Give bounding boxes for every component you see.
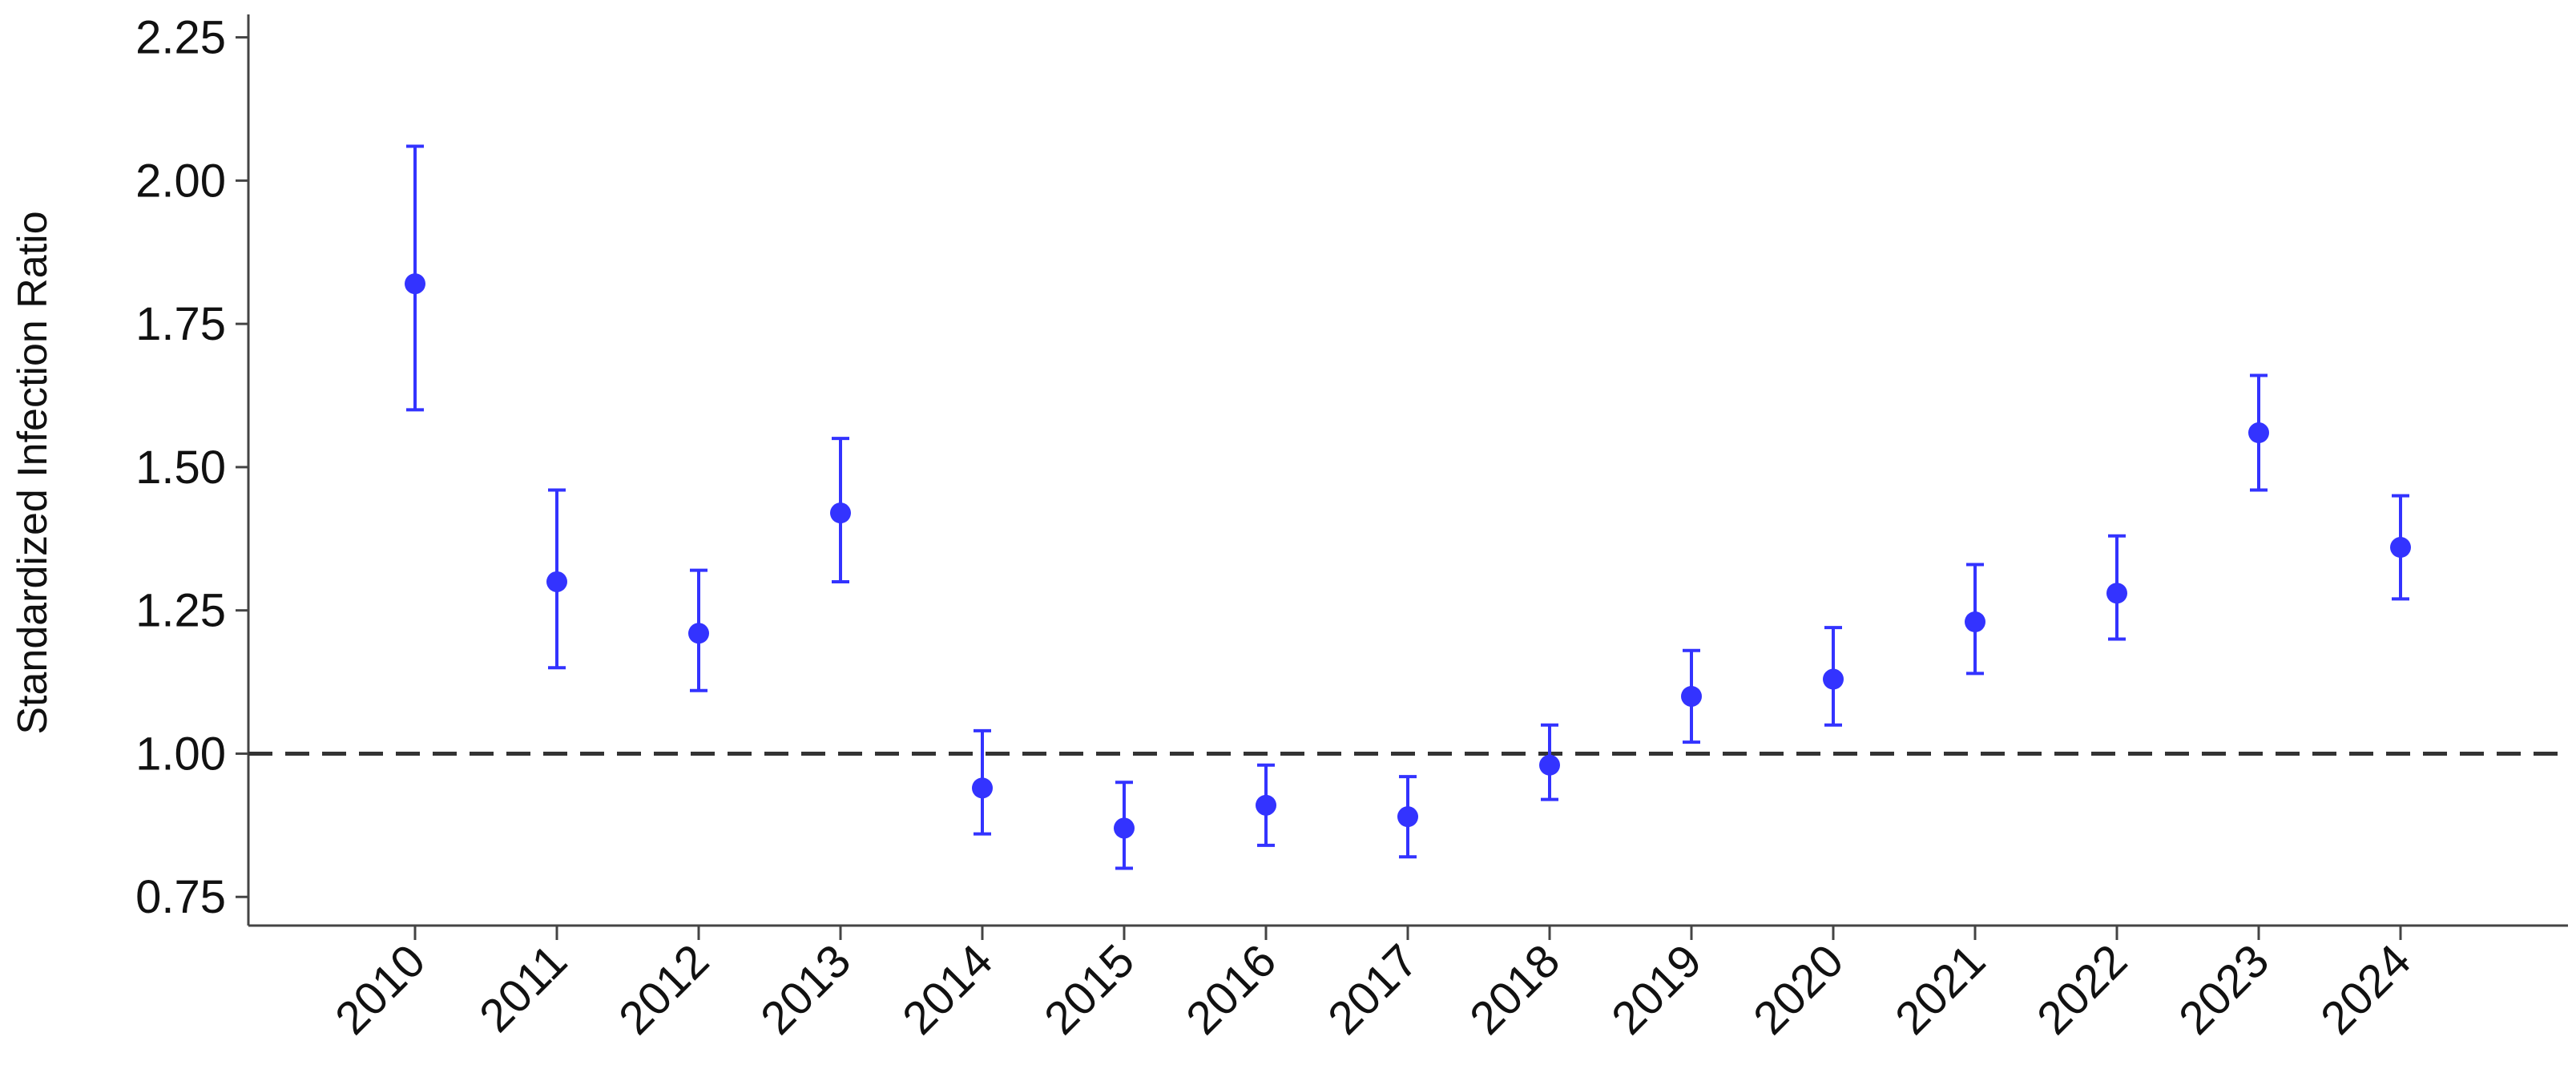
data-point: [1397, 806, 1418, 828]
data-point: [972, 777, 993, 799]
x-tick-label: 2020: [1744, 934, 1853, 1044]
x-tick-label: 2023: [2169, 934, 2279, 1044]
x-tick-label: 2019: [1602, 934, 1711, 1044]
x-tick-label: 2015: [1034, 934, 1144, 1044]
data-point: [1256, 794, 1276, 816]
y-tick-label: 2.25: [135, 12, 226, 64]
y-tick-label: 2.00: [135, 155, 226, 207]
data-layer: [405, 144, 2411, 870]
x-tick-label: 2010: [325, 934, 435, 1044]
y-tick-label: 1.50: [135, 442, 226, 494]
data-point: [2106, 583, 2127, 604]
x-tick-label: 2014: [893, 934, 1002, 1044]
x-tick-label: 2016: [1176, 934, 1286, 1044]
y-tick-label: 1.25: [135, 585, 226, 637]
axes: [236, 14, 2568, 940]
x-tick-label: 2013: [751, 934, 861, 1044]
y-tick-label: 1.00: [135, 728, 226, 780]
data-point: [1823, 668, 1844, 690]
data-point: [2248, 422, 2269, 444]
x-tick-label: 2022: [2027, 934, 2137, 1044]
label-layer: 0.75 1.00 1.25 1.50 1.75 2.00 2.25 2010 2011 2012…: [135, 12, 2421, 1045]
data-point: [688, 623, 709, 644]
x-tick-label: 2018: [1460, 934, 1570, 1044]
data-point: [830, 502, 851, 524]
data-point: [405, 273, 425, 295]
data-point: [1539, 754, 1560, 776]
y-tick-label: 1.75: [135, 298, 226, 350]
x-tick-label: 2021: [1885, 934, 1995, 1044]
data-point: [1681, 685, 1702, 707]
x-tick-label: 2011: [470, 934, 577, 1042]
y-axis-title: Standardized Infection Ratio: [10, 211, 56, 734]
data-point: [2390, 537, 2411, 559]
data-point: [546, 571, 567, 592]
data-point: [1114, 817, 1135, 839]
x-tick-label: 2024: [2311, 934, 2421, 1044]
x-tick-label: 2017: [1318, 934, 1428, 1044]
x-tick-label: 2012: [609, 934, 719, 1044]
data-point: [1965, 611, 1985, 632]
y-tick-label: 0.75: [135, 871, 226, 923]
